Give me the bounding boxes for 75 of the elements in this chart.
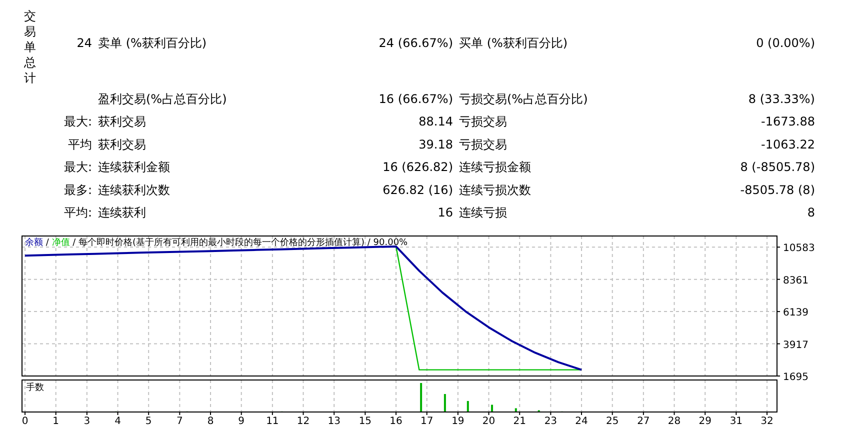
x-tick-label: 11 (266, 416, 279, 427)
x-tick-label: 27 (637, 416, 650, 427)
text: 盈利交易(%占总百分比) (98, 92, 227, 106)
x-tick-label: 5 (145, 416, 152, 427)
text: 最多: (64, 182, 92, 197)
text: 平均: (64, 206, 92, 220)
x-tick-label: 16 (390, 416, 402, 427)
text: 连续获利次数 (98, 182, 170, 197)
y-tick-label: 6139 (783, 308, 808, 319)
x-tick-label: 21 (513, 416, 526, 427)
text: 连续亏损金额 (459, 160, 531, 174)
text: 亏损交易 (459, 137, 507, 152)
x-tick-label: 8 (207, 416, 214, 427)
text: -1673.88 (761, 114, 815, 129)
text: 最大: (64, 114, 92, 129)
bar (420, 383, 422, 412)
x-tick-label: 12 (296, 416, 310, 427)
text: 卖单 (%获利百分比) (98, 36, 207, 50)
x-tick-label: 3 (84, 416, 90, 427)
text: 8 (807, 206, 815, 220)
series-label: 余额 (25, 237, 43, 248)
x-tick-label: 4 (114, 416, 121, 427)
y-tick-label: 3917 (783, 340, 808, 351)
text: 亏损交易(%占总百分比) (459, 92, 588, 106)
text: 8 (-8505.78) (740, 160, 815, 174)
x-tick-label: 0 (22, 416, 28, 427)
text: 88.14 (418, 114, 453, 129)
x-tick-label: 23 (544, 416, 558, 427)
text: 连续亏损 (459, 206, 507, 220)
x-tick-label: 9 (238, 416, 245, 427)
x-tick-label: 15 (358, 416, 372, 427)
text: 平均 (68, 137, 92, 152)
text: 16 (438, 206, 453, 220)
text: 获利交易 (98, 137, 146, 152)
bar (514, 408, 517, 412)
text: 24 (76, 36, 92, 50)
text: 连续获利金额 (98, 160, 170, 174)
text: 626.82 (16) (382, 182, 453, 197)
text: 24 (66.67%) (378, 36, 453, 50)
text: -1063.22 (761, 137, 815, 152)
text: 8 (33.33%) (748, 92, 815, 106)
text: 连续亏损次数 (459, 182, 531, 197)
x-tick-label: 32 (760, 416, 774, 427)
y-tick-label: 1695 (783, 372, 808, 383)
x-tick-label: 28 (668, 416, 681, 427)
x-tick-label: 19 (452, 416, 464, 427)
x-tick-label: 24 (575, 416, 588, 427)
chart-title: 手数 (26, 382, 44, 393)
text: 亏损交易 (459, 114, 507, 129)
bar (444, 394, 446, 412)
annotation: / (43, 238, 52, 248)
text: -8505.78 (8) (740, 182, 815, 197)
x-tick-label: 7 (176, 416, 183, 427)
text: 连续获利 (98, 206, 146, 220)
text: 最大: (64, 160, 92, 174)
text: 16 (66.67%) (378, 92, 453, 106)
x-tick-label: 20 (482, 416, 496, 427)
bar (466, 400, 469, 412)
series-label: 净值 (52, 237, 70, 248)
x-tick-label: 13 (328, 416, 340, 427)
y-tick-label: 8361 (783, 275, 808, 286)
x-tick-label: 25 (606, 416, 619, 427)
text: 交易单总计 (23, 9, 36, 85)
text: 16 (626.82) (382, 160, 453, 174)
bar (491, 404, 494, 412)
text: 0 (0.00%) (756, 36, 815, 50)
x-tick-label: 1 (52, 416, 60, 427)
text: 39.18 (418, 137, 453, 152)
text: 买单 (%获利百分比) (459, 36, 568, 50)
y-tick-label: 10583 (783, 243, 815, 254)
x-tick-label: 29 (698, 416, 712, 427)
x-tick-label: 31 (730, 416, 743, 427)
chart-subtitle: / 每个即时价格(基于所有可利用的最小时段的每一个价格的分形插值计算) / 90.00% (70, 237, 408, 248)
text: 获利交易 (98, 114, 146, 129)
x-tick-label: 17 (420, 416, 434, 427)
